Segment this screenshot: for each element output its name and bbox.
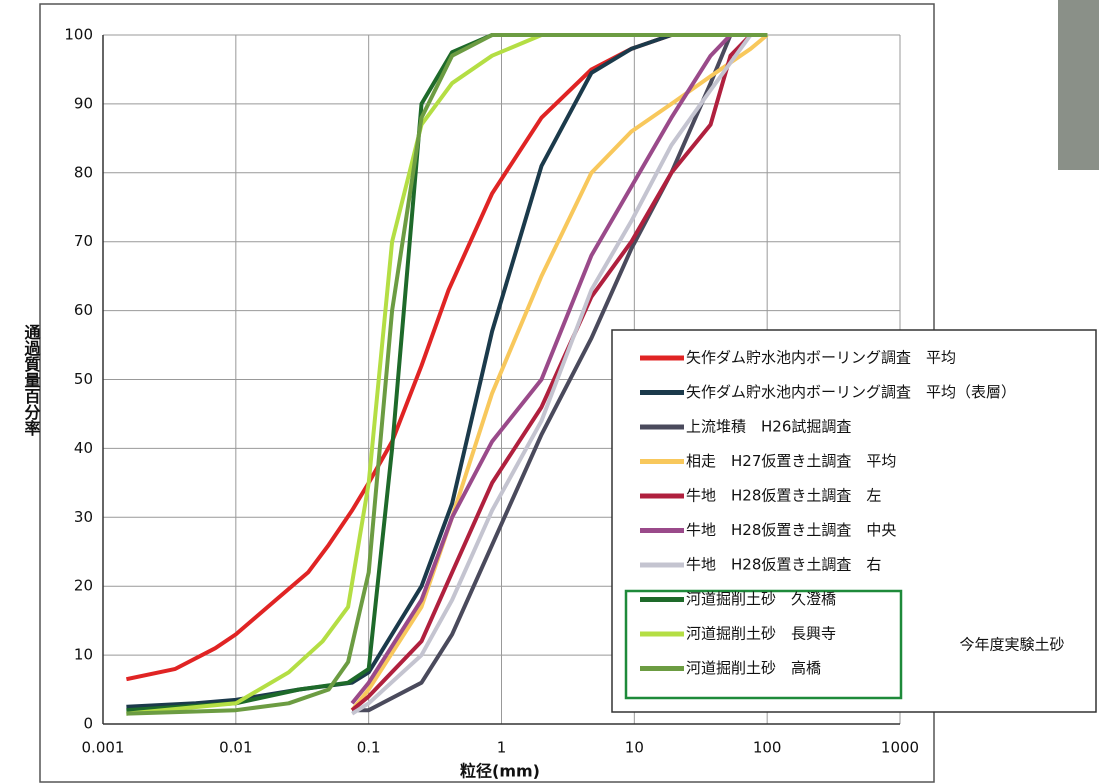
legend-label: 矢作ダム貯水池内ボーリング調査 平均（表層） [686,383,1016,401]
annotation: 今年度実験土砂 [959,636,1064,654]
y-tick-label: 0 [83,715,93,733]
y-tick-label: 60 [74,301,93,319]
y-tick-label: 50 [74,370,93,388]
y-tick-label: 20 [74,577,93,595]
x-tick-label: 0.1 [357,739,381,757]
photo [1058,0,1099,170]
x-axis-label: 粒径(mm) [460,762,540,781]
y-tick-label: 10 [74,646,93,664]
x-tick-label: 0.01 [219,739,252,757]
x-tick-label: 1 [497,739,507,757]
legend-label: 牛地 H28仮置き土調査 右 [686,556,881,574]
x-tick-label: 1000 [881,739,919,757]
legend-label: 牛地 H28仮置き土調査 中央 [686,521,896,539]
x-tick-label: 0.001 [82,739,125,757]
y-tick-label: 90 [74,94,93,112]
legend-label: 河道掘削土砂 長興寺 [686,625,836,643]
legend-label: 上流堆積 H26試掘調査 [686,418,851,436]
x-tick-label: 10 [625,739,644,757]
legend-label: 相走 H27仮置き土調査 平均 [686,452,896,470]
y-tick-label: 40 [74,439,93,457]
chart: 通過質量百分率 粒径(mm) 0 10 20 30 40 50 60 70 80 90 100 0.0… [0,0,1099,784]
legend-label: 河道掘削土砂 久澄橋 [686,590,836,608]
y-tick-label: 100 [64,26,93,44]
y-tick-label: 70 [74,232,93,250]
legend-label: 河道掘削土砂 高橋 [686,659,821,677]
x-tick-label: 100 [753,739,782,757]
legend-label: 矢作ダム貯水池内ボーリング調査 平均 [686,349,956,367]
y-axis-label: 通過質量百分率 [22,324,42,437]
legend-label: 牛地 H28仮置き土調査 左 [686,487,881,505]
y-tick-label: 30 [74,508,93,526]
y-tick-label: 80 [74,163,93,181]
